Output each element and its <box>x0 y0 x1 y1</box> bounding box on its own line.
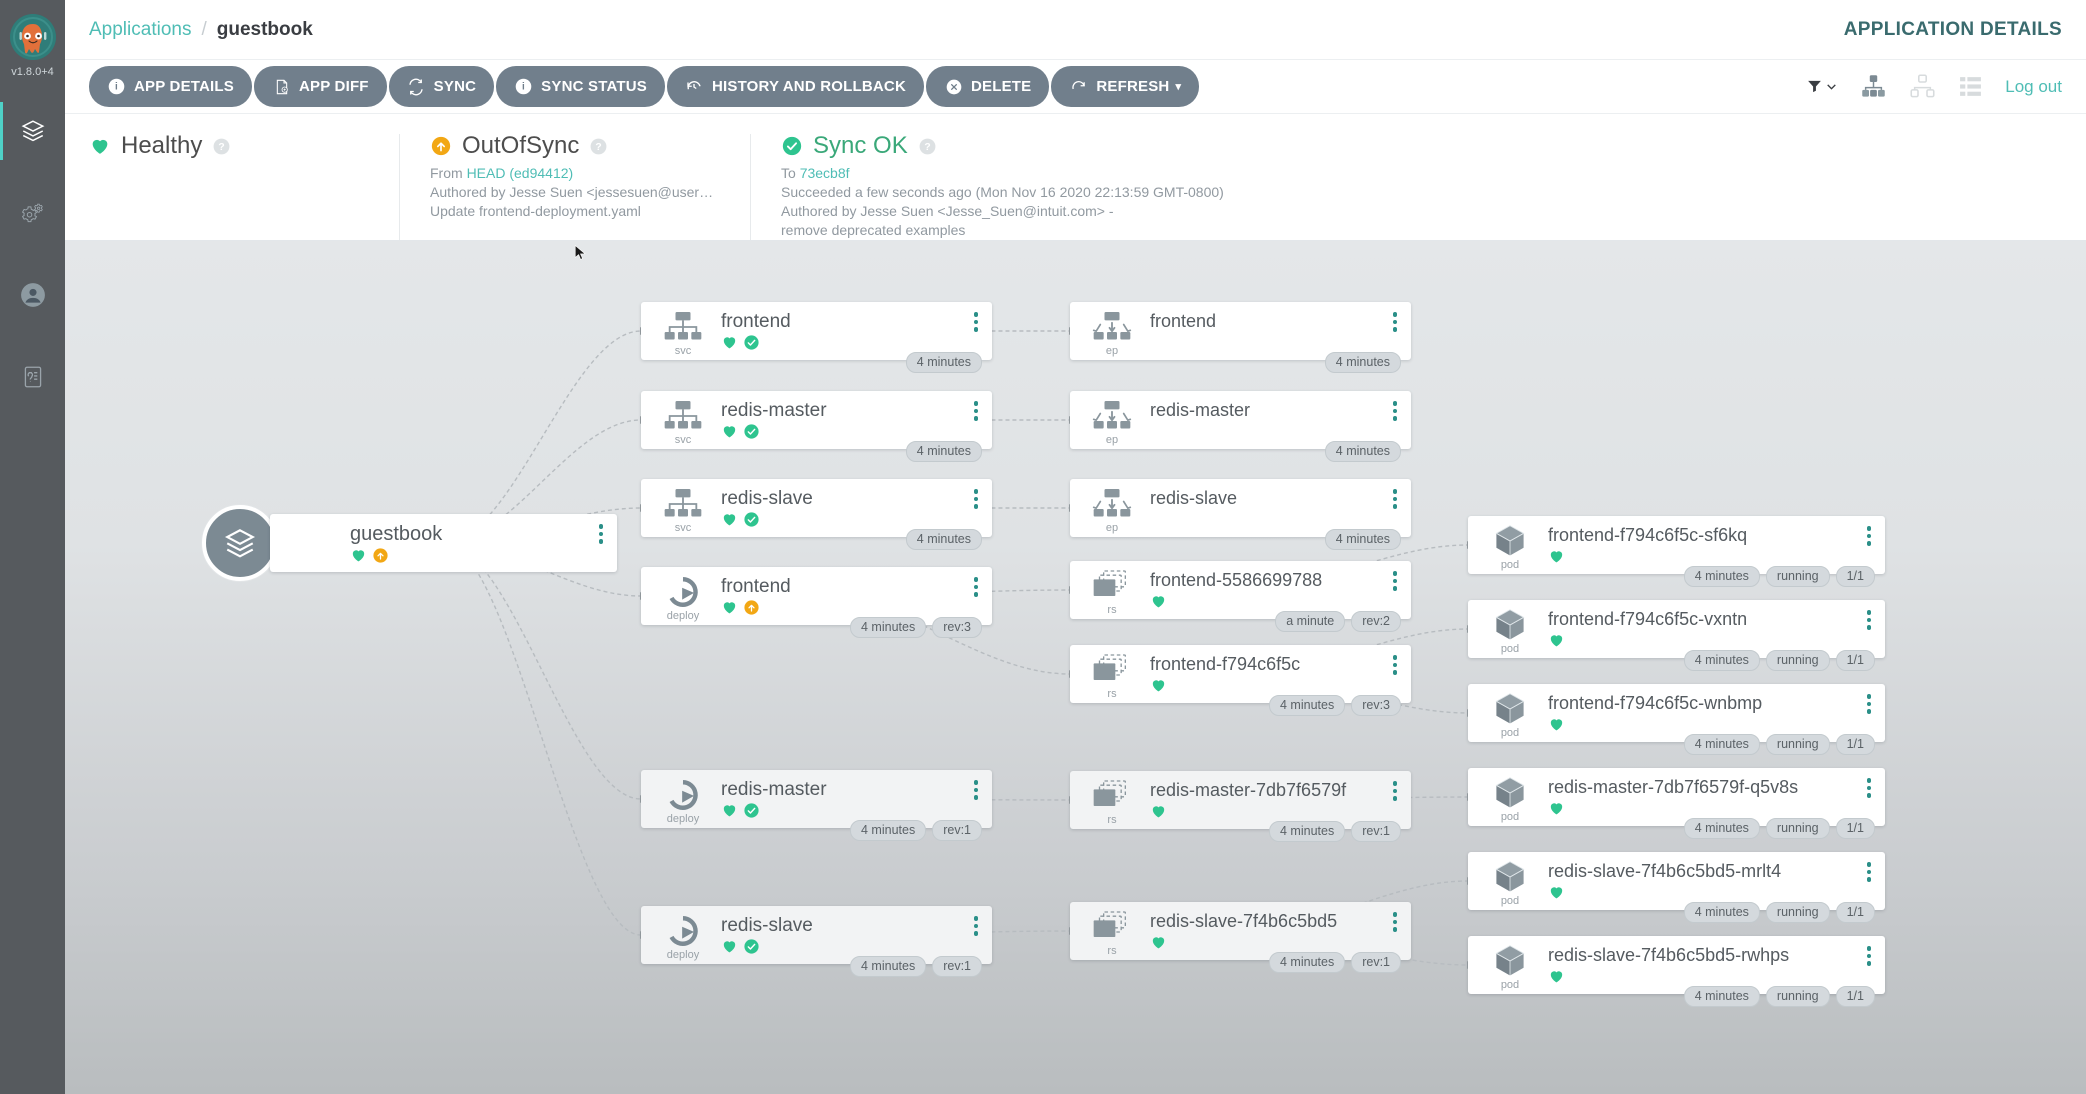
svg-text:i: i <box>115 82 118 93</box>
svg-text:?: ? <box>924 141 930 152</box>
svg-text:i: i <box>522 82 525 93</box>
svg-text:?: ? <box>219 141 225 152</box>
svg-text:?: ? <box>596 141 602 152</box>
